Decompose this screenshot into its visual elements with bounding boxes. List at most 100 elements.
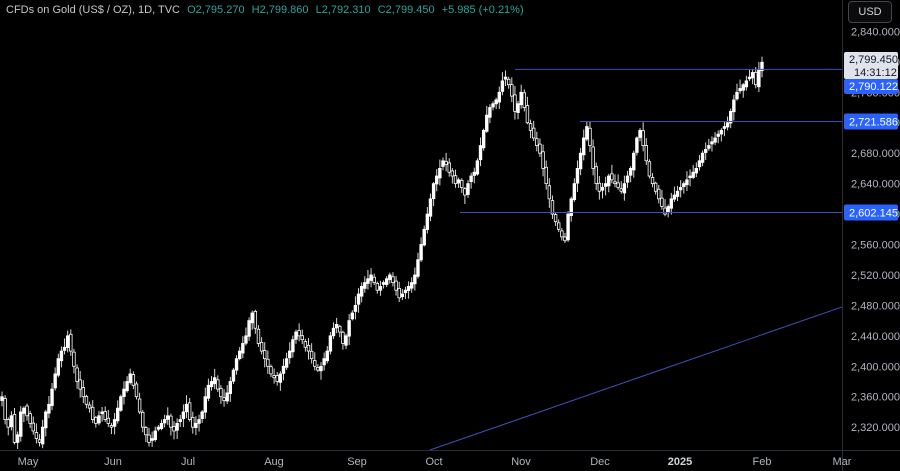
candle-body	[65, 335, 70, 348]
countdown-label: 14:31:12	[854, 67, 897, 79]
candle-body	[597, 182, 602, 192]
candle-body	[162, 419, 167, 424]
candle-body	[47, 403, 51, 414]
candle-body	[313, 360, 317, 367]
candle-body	[416, 259, 420, 277]
candle-body	[419, 244, 423, 261]
candle-body	[100, 411, 104, 414]
candle-body	[547, 185, 552, 200]
candle-body	[316, 367, 320, 371]
candle-body	[488, 107, 492, 118]
candle-body	[334, 324, 339, 329]
candle-body	[394, 280, 398, 291]
candle-body	[431, 183, 436, 200]
x-tick-label: Nov	[511, 456, 531, 468]
candle-body	[209, 381, 214, 388]
candle-body	[281, 365, 286, 374]
candle-body	[750, 72, 755, 79]
candle-body	[582, 137, 586, 156]
currency-button[interactable]: USD	[848, 1, 892, 23]
candle-body	[585, 126, 589, 140]
candle-body	[97, 415, 101, 424]
y-tick-label: 2,400.000	[851, 361, 900, 373]
candle-body	[572, 183, 577, 201]
candle-body	[225, 392, 229, 402]
candle-body	[175, 422, 179, 431]
candle-body	[259, 341, 264, 352]
candle-body	[216, 379, 220, 390]
candle-body	[53, 373, 57, 389]
candle-body	[538, 143, 542, 154]
candle-body	[159, 422, 164, 430]
candle-body	[303, 341, 308, 348]
candle-body	[669, 198, 674, 209]
candle-body	[294, 331, 298, 340]
x-tick-label: Aug	[264, 456, 284, 468]
candle-body	[3, 398, 7, 420]
candle-body	[682, 183, 686, 187]
support-trendline	[429, 306, 843, 451]
candle-body	[78, 379, 82, 390]
candle-body	[441, 160, 445, 167]
x-tick-label: Oct	[425, 456, 442, 468]
candle-body	[738, 88, 742, 92]
x-tick-label: Dec	[590, 456, 610, 468]
candle-body	[685, 179, 689, 186]
candle-body	[625, 175, 630, 183]
candle-body	[366, 278, 370, 284]
candle-body	[632, 152, 636, 171]
candle-body	[610, 173, 614, 181]
candle-body	[150, 438, 154, 441]
candle-body	[125, 381, 129, 392]
candle-body	[34, 432, 39, 439]
candle-body	[272, 375, 276, 379]
candle-body	[344, 335, 348, 346]
candle-body	[31, 422, 35, 432]
candle-body	[194, 422, 198, 429]
candle-body	[657, 188, 661, 200]
candle-body	[425, 213, 430, 230]
candle-body	[444, 160, 448, 166]
candle-body	[9, 415, 14, 428]
candle-body	[291, 339, 295, 353]
candle-body	[653, 182, 658, 192]
candle-body	[266, 358, 270, 367]
candle-body	[341, 331, 345, 344]
candle-body	[447, 162, 451, 173]
y-tick-label: 2,440.000	[851, 331, 900, 343]
candle-body	[666, 206, 670, 213]
candle-body	[212, 377, 217, 385]
candle-body	[234, 358, 239, 371]
candle-body	[528, 123, 533, 131]
candle-body	[722, 126, 727, 129]
candle-body	[569, 198, 573, 217]
candle-body	[435, 175, 439, 185]
last-price-label: 2,799.450	[849, 54, 898, 66]
x-tick-label: May	[18, 456, 39, 468]
symbol-header: CFDs on Gold (US$ / OZ), 1D, TVC O2,795.…	[6, 4, 528, 16]
candle-body	[200, 411, 204, 419]
candle-body	[56, 358, 60, 376]
x-tick-label: 2025	[668, 456, 692, 468]
candle-body	[475, 160, 480, 175]
candle-body	[413, 274, 417, 285]
candle-body	[741, 84, 745, 91]
candle-body	[169, 415, 173, 428]
candle-body	[410, 282, 414, 289]
candle-body	[503, 76, 508, 80]
candle-body	[500, 80, 505, 92]
high-value: H2,799.860	[251, 4, 309, 16]
candle-body	[219, 387, 223, 398]
candle-body	[628, 168, 633, 176]
candle-body	[481, 129, 486, 149]
candle-body	[591, 146, 595, 169]
candle-body	[613, 181, 617, 185]
candle-body	[635, 137, 639, 153]
candle-body	[466, 183, 470, 195]
candle-body	[422, 228, 426, 246]
y-tick-label: 2,680.000	[851, 148, 900, 160]
candle-body	[116, 407, 120, 422]
candle-body	[506, 78, 511, 86]
candle-body	[578, 152, 583, 170]
